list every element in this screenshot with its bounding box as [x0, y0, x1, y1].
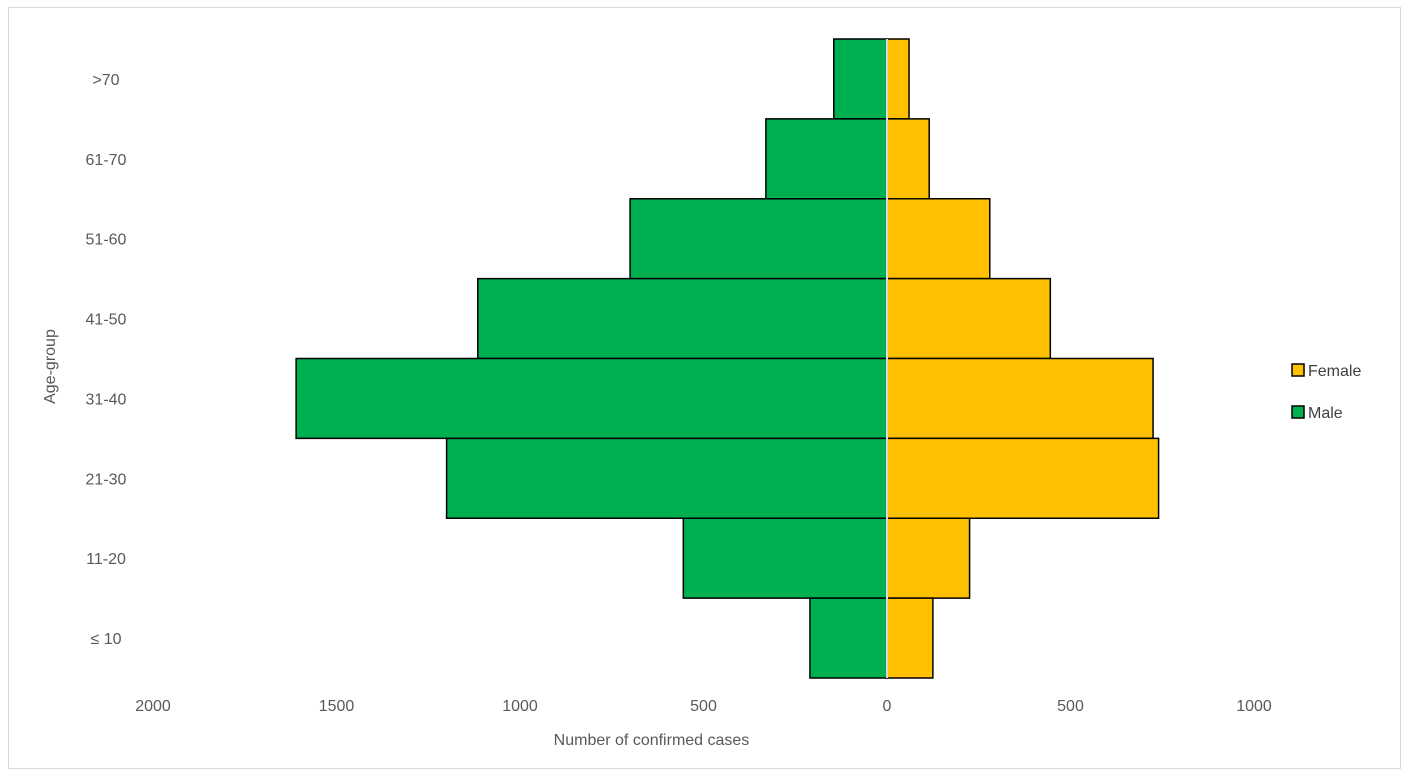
bar-female-0 [886, 38, 910, 120]
bars-group [295, 38, 1160, 679]
bar-female-3 [886, 277, 1052, 360]
bar-row [765, 118, 930, 200]
x-tick-label: 500 [690, 698, 717, 715]
bar-row [445, 437, 1160, 519]
y-tick-label: ≤ 10 [90, 631, 121, 648]
x-axis-title: Number of confirmed cases [554, 732, 750, 749]
bar-male-5 [445, 437, 888, 519]
y-tick-label: 21-30 [86, 471, 127, 488]
bar-female-7 [886, 597, 934, 679]
bar-male-6 [682, 517, 888, 599]
bar-row [295, 357, 1154, 440]
bar-row [682, 517, 971, 599]
bar-row [629, 198, 991, 280]
bar-female-1 [886, 118, 930, 200]
x-tick-label: 500 [1057, 698, 1084, 715]
y-tick-label: 31-40 [86, 391, 127, 408]
y-tick-label: 41-50 [86, 312, 127, 329]
legend-swatch [1291, 363, 1305, 377]
legend: Female Male [1291, 363, 1361, 422]
population-pyramid-chart: >70 61-70 51-60 41-50 31-40 21-30 11-20 ≤ 10 20… [42, 38, 1361, 749]
bar-female-4 [886, 357, 1154, 440]
x-tick-label: 2000 [135, 698, 171, 715]
y-tick-labels: >70 61-70 51-60 41-50 31-40 21-30 11-20 ≤ 10 [86, 72, 127, 648]
chart-frame: >70 61-70 51-60 41-50 31-40 21-30 11-20 ≤ 10 20… [8, 7, 1401, 769]
y-tick-label: >70 [92, 72, 119, 89]
bar-row [477, 277, 1052, 360]
y-axis-title: Age-group [42, 329, 59, 404]
x-tick-label: 1000 [502, 698, 538, 715]
y-tick-label: 61-70 [86, 152, 127, 169]
x-tick-label: 0 [883, 698, 892, 715]
bar-male-7 [809, 597, 888, 679]
bar-female-6 [886, 517, 971, 599]
bar-male-4 [295, 357, 888, 440]
legend-item-male: Male [1291, 405, 1343, 422]
bar-male-2 [629, 198, 888, 280]
bar-row [809, 597, 934, 679]
legend-label: Female [1308, 363, 1361, 380]
legend-item-female: Female [1291, 363, 1361, 380]
bar-female-2 [886, 198, 991, 280]
y-tick-label: 11-20 [86, 551, 126, 568]
bar-row [833, 38, 910, 120]
y-tick-label: 51-60 [86, 232, 127, 249]
bar-male-1 [765, 118, 888, 200]
bar-female-5 [886, 437, 1160, 519]
legend-swatch [1291, 405, 1305, 419]
x-tick-label: 1500 [319, 698, 355, 715]
legend-label: Male [1308, 405, 1343, 422]
bar-male-3 [477, 277, 888, 360]
x-tick-labels: 2000 1500 1000 500 0 500 1000 [135, 698, 1272, 715]
bar-male-0 [833, 38, 888, 120]
x-tick-label: 1000 [1236, 698, 1272, 715]
